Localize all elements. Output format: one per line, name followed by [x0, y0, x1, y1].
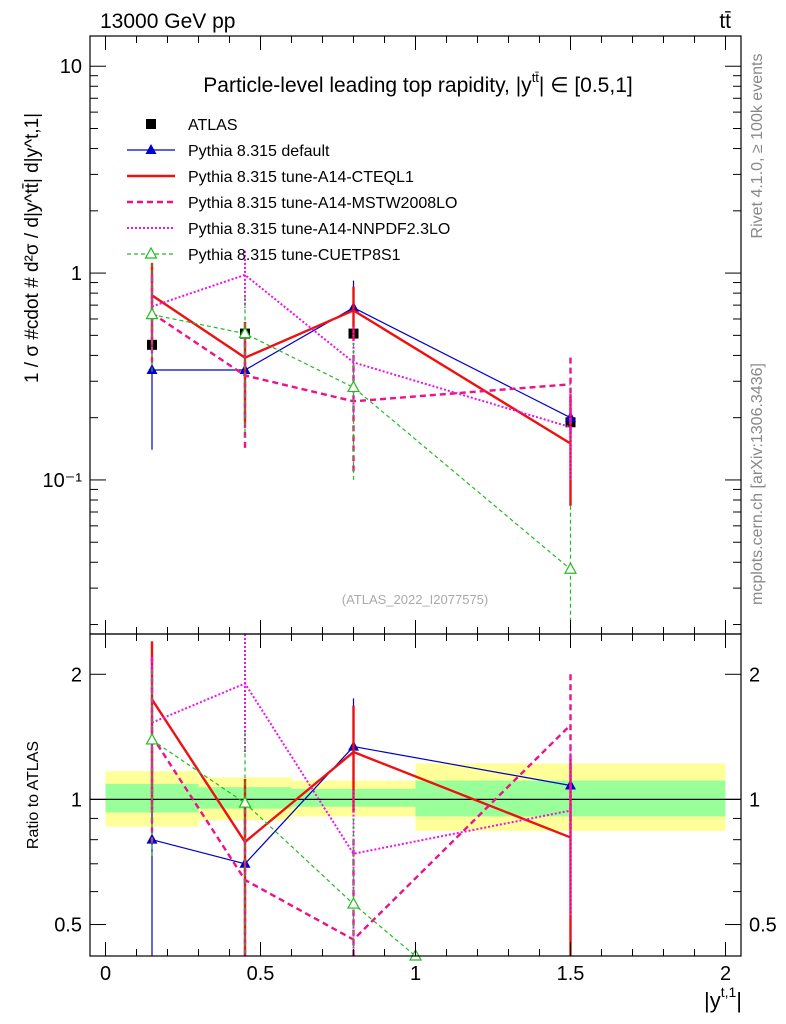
ratio-y-axis-label: Ratio to ATLAS [25, 741, 42, 849]
x-tick-label: 1 [410, 963, 421, 985]
data-marker [145, 307, 159, 320]
series-pythia-8-315-tune-a14-cteql1 [150, 262, 572, 506]
legend-label: Pythia 8.315 tune-A14-NNPDF2.3LO [188, 221, 450, 238]
legend-marker [145, 144, 157, 154]
data-marker [563, 562, 578, 574]
legend-label: Pythia 8.315 tune-A14-CTEQL1 [188, 169, 414, 186]
series-line [150, 724, 572, 942]
legend: ATLAS Pythia 8.315 default Pythia 8.315 tu… [127, 117, 457, 264]
main-y-tick-label: 1 [71, 263, 82, 285]
main-axes: 10⁻¹ 1 10 [43, 36, 741, 634]
chart-title: Particle-level leading top rapidity, |yt… [203, 70, 632, 97]
data-marker [145, 732, 159, 745]
ratio-axes: 0.5 0.5 1 1 2 2 [54, 634, 777, 956]
series-pythia-8-315-tune-a14-nnpdf2-3lo [151, 634, 572, 956]
ratio-plot-area [90, 634, 741, 961]
mcplots-label: mcplots.cern.ch [arXiv:1306.3436] [749, 363, 766, 605]
legend-label: Pythia 8.315 tune-CUETP8S1 [188, 247, 401, 264]
data-marker [238, 326, 252, 339]
legend-marker [144, 246, 158, 259]
rivet-label: Rivet 4.1.0, ≥ 100k events [749, 54, 766, 239]
y-axis-label: 1 / σ #cdot # d²σ / d|y^tt̄| d|y^t,1| [22, 113, 43, 383]
main-panel: 10⁻¹ 1 10 Particle-level leading top rapid… [22, 35, 742, 635]
series-line [152, 307, 571, 419]
x-tick-labels: 0 0.5 1 1.5 2 [100, 963, 731, 985]
main-y-tick-label: 10 [60, 56, 82, 78]
series-line [150, 698, 571, 844]
ratio-y-tick-label-right: 0.5 [749, 915, 777, 937]
x-tick-label: 0.5 [247, 963, 275, 985]
main-plot-area [145, 250, 578, 634]
x-tick-label: 2 [720, 963, 731, 985]
series-atlas [147, 328, 576, 428]
data-marker [346, 380, 361, 393]
series-pythia-8-315-tune-cuetp8s1 [145, 262, 578, 634]
series-line [151, 682, 571, 855]
series-pythia-8-315-tune-a14-mstw2008lo [150, 276, 572, 472]
data-marker [238, 795, 252, 808]
main-y-tick-label: 10⁻¹ [43, 470, 83, 492]
series-line [151, 294, 572, 445]
ratio-y-tick-label: 2 [71, 664, 82, 686]
series-line [151, 739, 416, 957]
legend-label: Pythia 8.315 tune-A14-MSTW2008LO [188, 195, 457, 212]
series-line [151, 273, 571, 429]
ratio-y-tick-label-right: 1 [749, 789, 760, 811]
ratio-y-tick-label: 0.5 [54, 915, 82, 937]
x-tick-label: 1.5 [557, 963, 585, 985]
series-line [151, 312, 571, 403]
series-line [151, 314, 571, 570]
ratio-y-tick-label: 1 [71, 789, 82, 811]
ratio-panel: 0.5 0.5 1 1 2 2 Ratio to ATLAS [25, 633, 777, 961]
legend-marker-atlas [146, 119, 156, 129]
legend-label: ATLAS [188, 117, 238, 134]
x-axis-label: |yt,1| [704, 984, 742, 1013]
legend-label: Pythia 8.315 default [188, 143, 330, 160]
watermark: (ATLAS_2022_I2077575) [342, 592, 488, 607]
header-left: 13000 GeV pp [100, 10, 235, 33]
ratio-y-tick-label-right: 2 [749, 664, 760, 686]
header-right: tt̄ [719, 10, 731, 33]
series-pythia-8-315-tune-a14-nnpdf2-3lo [151, 250, 572, 480]
x-tick-label: 0 [100, 963, 111, 985]
series-line [151, 745, 571, 865]
data-marker [346, 896, 361, 909]
